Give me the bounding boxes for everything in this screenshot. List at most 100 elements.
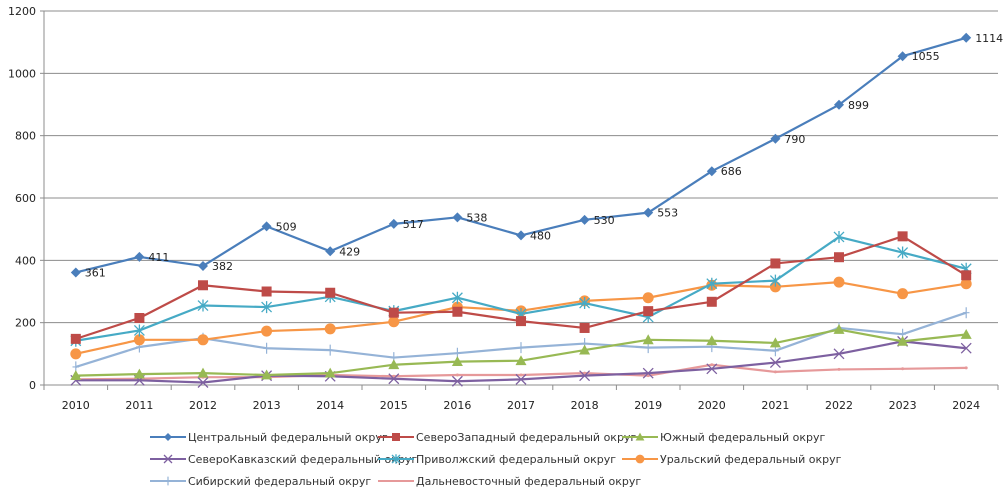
marker-diamond	[388, 218, 399, 229]
marker-star	[706, 277, 718, 290]
marker-diamond	[198, 260, 208, 271]
marker-star	[133, 324, 145, 337]
legend-item-siberia[interactable]: Сибирский федеральный округ	[150, 475, 378, 488]
marker-star	[197, 299, 209, 312]
legend-item-north-caucasus[interactable]: СевероКавказский федеральный округ	[150, 453, 417, 466]
legend-label: Уральский федеральный округ	[660, 452, 842, 466]
legend-row: Сибирский федеральный округ Дальневосточ…	[150, 470, 850, 492]
legend-marker-plus-icon	[150, 476, 186, 486]
x-tick-label: 2013	[253, 399, 281, 412]
marker-triangle	[642, 334, 654, 345]
data-label: 509	[276, 220, 297, 233]
y-tick-label: 1000	[8, 67, 36, 80]
y-tick-label: 400	[15, 254, 36, 267]
data-point	[583, 371, 587, 375]
series-1	[70, 32, 972, 278]
marker-x	[706, 363, 718, 375]
marker-square	[834, 252, 844, 263]
legend-item-south[interactable]: Южный федеральный округ	[622, 431, 850, 444]
legend-item-northwest[interactable]: СевероЗападный федеральный округ	[378, 431, 636, 444]
marker-circle	[261, 325, 273, 337]
x-tick-label: 2015	[380, 399, 408, 412]
marker-x	[642, 367, 654, 379]
marker-circle	[324, 323, 336, 335]
legend-label: Центральный федеральный округ	[188, 430, 388, 444]
y-tick-label: 1200	[8, 5, 36, 18]
marker-star	[833, 230, 845, 243]
marker-triangle	[897, 335, 909, 346]
marker-square	[961, 270, 972, 281]
y-tick-label: 800	[15, 130, 36, 143]
marker-diamond	[452, 212, 463, 223]
legend-row: Центральный федеральный округ СевероЗапа…	[150, 426, 850, 448]
marker-triangle	[261, 369, 273, 380]
series-2	[70, 231, 972, 344]
data-point	[773, 370, 777, 374]
data-label: 553	[657, 207, 678, 220]
marker-diamond	[261, 221, 272, 232]
data-label: 382	[212, 260, 233, 273]
legend-marker-line-icon	[378, 480, 414, 482]
x-axis-ticks: 2010 2011 2012 2013 2014 2015 2016 2017 2018 2019…	[43, 385, 999, 412]
marker-square	[388, 307, 399, 318]
marker-triangle	[324, 367, 336, 378]
legend-label: Приволжский федеральный округ	[416, 452, 616, 466]
marker-diamond	[897, 51, 908, 62]
x-tick-label: 2020	[698, 399, 726, 412]
marker-square	[579, 322, 590, 333]
marker-plus	[326, 344, 334, 356]
marker-circle	[197, 334, 209, 346]
y-tick-label: 600	[15, 192, 36, 205]
marker-triangle	[833, 324, 845, 334]
marker-star	[769, 274, 781, 287]
data-label: 429	[339, 245, 360, 258]
legend-item-far-east[interactable]: Дальневосточный федеральный округ	[378, 475, 641, 488]
x-tick-label: 2023	[889, 399, 917, 412]
legend-item-volga[interactable]: Приволжский федеральный округ	[378, 453, 622, 466]
legend-item-ural[interactable]: Уральский федеральный округ	[622, 453, 850, 466]
y-tick-label: 200	[15, 317, 36, 330]
marker-square	[392, 433, 400, 441]
marker-triangle	[706, 335, 718, 346]
marker-diamond	[325, 246, 336, 257]
marker-triangle	[769, 337, 781, 348]
x-tick-label: 2014	[316, 399, 344, 412]
marker-diamond	[70, 267, 81, 278]
legend-label: СевероЗападный федеральный округ	[416, 430, 637, 444]
marker-square	[643, 306, 654, 317]
legend-item-central[interactable]: Центральный федеральный округ	[150, 431, 388, 444]
marker-square	[198, 280, 208, 291]
legend-row: СевероКавказский федеральный округ Приво…	[150, 448, 850, 470]
marker-circle	[635, 454, 645, 464]
marker-triangle	[70, 370, 82, 381]
marker-star	[451, 291, 463, 304]
legend-marker-circle-icon	[622, 454, 658, 464]
marker-x	[833, 348, 845, 360]
marker-triangle	[451, 356, 463, 367]
marker-x	[197, 377, 209, 388]
legend-label: Дальневосточный федеральный округ	[416, 474, 642, 488]
data-point	[710, 363, 714, 367]
x-tick-label: 2021	[761, 399, 789, 412]
marker-square	[134, 312, 145, 323]
data-label: 790	[784, 133, 805, 146]
marker-triangle	[960, 329, 972, 339]
x-tick-label: 2017	[507, 399, 535, 412]
marker-star	[391, 454, 401, 464]
data-label: 538	[466, 211, 487, 224]
marker-triangle	[388, 359, 400, 370]
marker-square	[770, 258, 781, 269]
marker-square	[706, 296, 717, 307]
marker-circle	[70, 348, 82, 360]
marker-circle	[897, 288, 909, 300]
marker-diamond	[134, 251, 145, 262]
marker-square	[325, 287, 336, 298]
gridlines	[44, 10, 998, 324]
x-tick-label: 2012	[189, 399, 217, 412]
data-label: 530	[594, 214, 615, 227]
marker-x	[388, 373, 400, 385]
data-label: 1055	[912, 50, 940, 63]
legend-label: СевероКавказский федеральный округ	[188, 452, 418, 466]
marker-plus	[517, 342, 525, 354]
marker-diamond	[643, 207, 654, 218]
